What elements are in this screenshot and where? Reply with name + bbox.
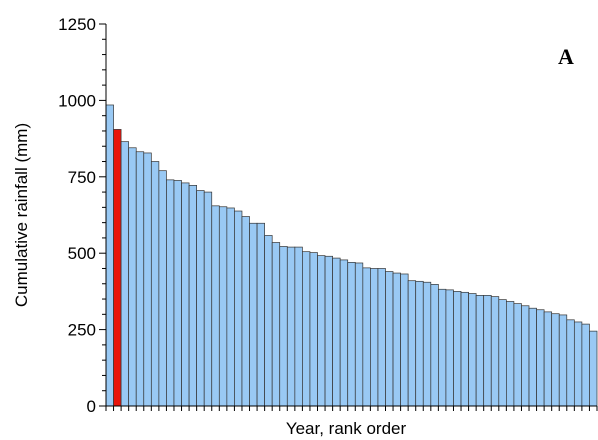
bar <box>241 216 250 407</box>
y-tick-label: 1000 <box>58 91 96 110</box>
bar <box>181 182 190 407</box>
bar <box>317 255 326 407</box>
y-tick-label: 0 <box>87 397 96 416</box>
bar <box>249 222 258 407</box>
bar <box>483 295 492 407</box>
bar <box>135 151 145 407</box>
panel-label: A <box>558 44 574 69</box>
bar <box>271 242 281 407</box>
bar <box>362 267 371 407</box>
bar <box>551 313 560 407</box>
bar <box>528 307 537 407</box>
bar <box>256 222 265 407</box>
bar-highlight <box>113 129 122 407</box>
bar <box>294 246 303 407</box>
bar <box>385 271 394 407</box>
bar <box>302 251 311 407</box>
bar <box>490 296 500 407</box>
bar <box>581 323 590 407</box>
bar <box>150 161 160 407</box>
y-tick-label: 500 <box>68 244 96 263</box>
bar <box>218 206 228 407</box>
y-tick-label: 250 <box>68 321 96 340</box>
x-ticks-group <box>105 406 598 411</box>
bar <box>536 309 545 407</box>
bar <box>166 179 175 407</box>
bar <box>589 330 598 407</box>
bar <box>354 262 364 407</box>
bar <box>460 291 469 407</box>
bar <box>475 295 485 407</box>
bar <box>566 319 575 407</box>
bar <box>543 311 553 407</box>
bar <box>188 185 197 407</box>
bar <box>513 303 522 407</box>
bar <box>279 246 288 407</box>
y-tick-label: 750 <box>68 168 96 187</box>
bar <box>521 305 530 407</box>
bar <box>234 210 243 407</box>
bar <box>286 246 296 407</box>
bar <box>407 280 417 407</box>
bar <box>309 252 318 407</box>
bar <box>264 235 273 407</box>
bar <box>226 207 235 407</box>
axes-group <box>105 24 597 407</box>
bar <box>347 262 356 407</box>
bar <box>573 321 583 407</box>
bar <box>392 272 401 407</box>
bar <box>506 301 515 407</box>
y-axis-label: Cumulative rainfall (mm) <box>12 123 31 307</box>
bar <box>377 268 386 407</box>
bar <box>332 257 341 407</box>
bar <box>158 170 167 407</box>
bar <box>422 281 432 407</box>
bar <box>196 190 205 407</box>
y-ticks-group: 0 250 500 750 1000 1250 <box>58 15 106 416</box>
bar <box>173 180 182 407</box>
bar <box>558 314 568 407</box>
bar <box>430 284 439 407</box>
bar <box>498 299 507 407</box>
x-axis-label: Year, rank order <box>286 419 407 438</box>
bar <box>400 273 409 407</box>
bar <box>370 268 379 407</box>
bar <box>143 152 152 407</box>
y-tick-label: 1250 <box>58 15 96 34</box>
bar <box>128 147 137 407</box>
bar <box>438 288 447 407</box>
bar <box>339 259 349 407</box>
bar <box>324 255 333 407</box>
bars-group <box>105 104 598 407</box>
bar <box>415 280 424 407</box>
bar <box>105 104 114 407</box>
bar <box>468 293 477 407</box>
bar <box>203 191 213 407</box>
bar <box>120 141 130 407</box>
bar <box>445 289 454 407</box>
bar <box>211 205 220 407</box>
bar <box>453 291 462 407</box>
